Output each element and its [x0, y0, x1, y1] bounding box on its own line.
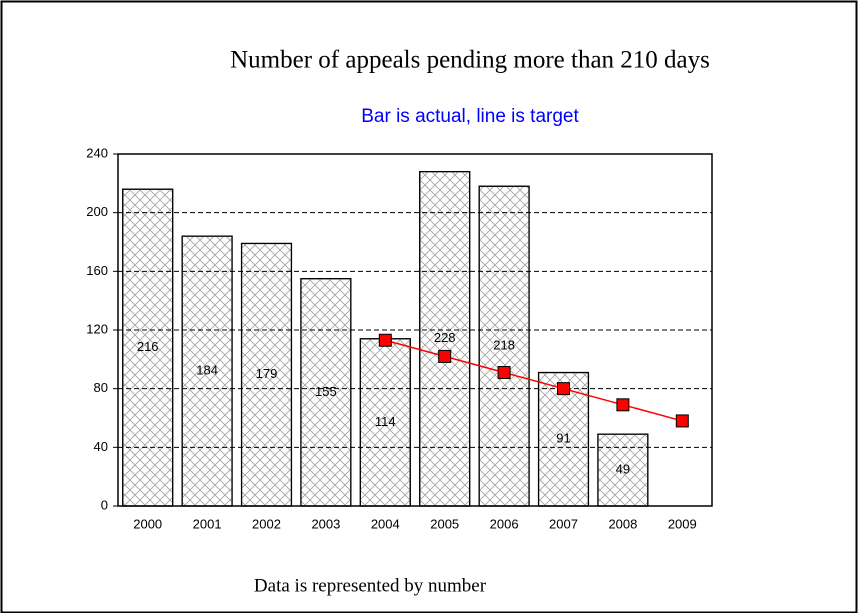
x-tick-label: 2008 [608, 516, 637, 531]
data-label: 216 [137, 339, 159, 354]
data-label: 155 [315, 384, 337, 399]
chart-title: Number of appeals pending more than 210 … [230, 47, 710, 74]
y-tick-label: 0 [101, 497, 108, 512]
target-marker [557, 382, 570, 396]
y-tick-label: 200 [86, 204, 108, 219]
x-tick-label: 2003 [311, 516, 340, 531]
y-tick-label: 80 [94, 380, 108, 395]
x-tick-label: 2009 [668, 516, 697, 531]
target-marker [675, 414, 689, 428]
target-line [385, 339, 683, 422]
target-marker [378, 333, 392, 347]
x-tick-label: 2007 [549, 516, 578, 531]
y-tick-label: 40 [94, 439, 108, 454]
x-tick-label: 2002 [252, 516, 281, 531]
bar-hatch [597, 433, 649, 507]
y-tick-label: 240 [86, 145, 108, 160]
data-label: 114 [375, 414, 396, 429]
x-tick-label: 2006 [490, 516, 519, 531]
line-layer [378, 333, 689, 428]
x-tick-label: 2001 [193, 516, 222, 531]
footer-note: Data is represented by number [254, 575, 487, 596]
data-label: 184 [196, 363, 218, 378]
chart-subtitle: Bar is actual, line is target [361, 106, 579, 127]
target-marker [438, 349, 452, 363]
bar-hatch [478, 185, 530, 507]
target-marker [616, 398, 630, 412]
bar-hatch [359, 338, 411, 507]
label-layer: 0 40 80 120 160 200 240 2000 2001 2002 2003 2004 200… [86, 145, 696, 531]
bar-hatch [537, 371, 590, 507]
x-tick-label: 2000 [133, 516, 162, 531]
x-tick-label: 2005 [430, 516, 459, 531]
data-label: 218 [493, 338, 515, 353]
bar-hatch [122, 188, 174, 507]
data-label: 49 [616, 462, 630, 477]
data-label: 179 [256, 366, 278, 381]
x-tick-label: 2004 [371, 516, 400, 531]
y-tick-label: 160 [86, 263, 108, 278]
bar-hatch [419, 171, 471, 507]
target-marker [497, 366, 511, 380]
data-label: 91 [556, 431, 570, 446]
bar-layer [122, 171, 649, 507]
data-label: 228 [434, 330, 456, 345]
y-tick-label: 120 [86, 321, 108, 336]
plot-border [117, 153, 713, 507]
